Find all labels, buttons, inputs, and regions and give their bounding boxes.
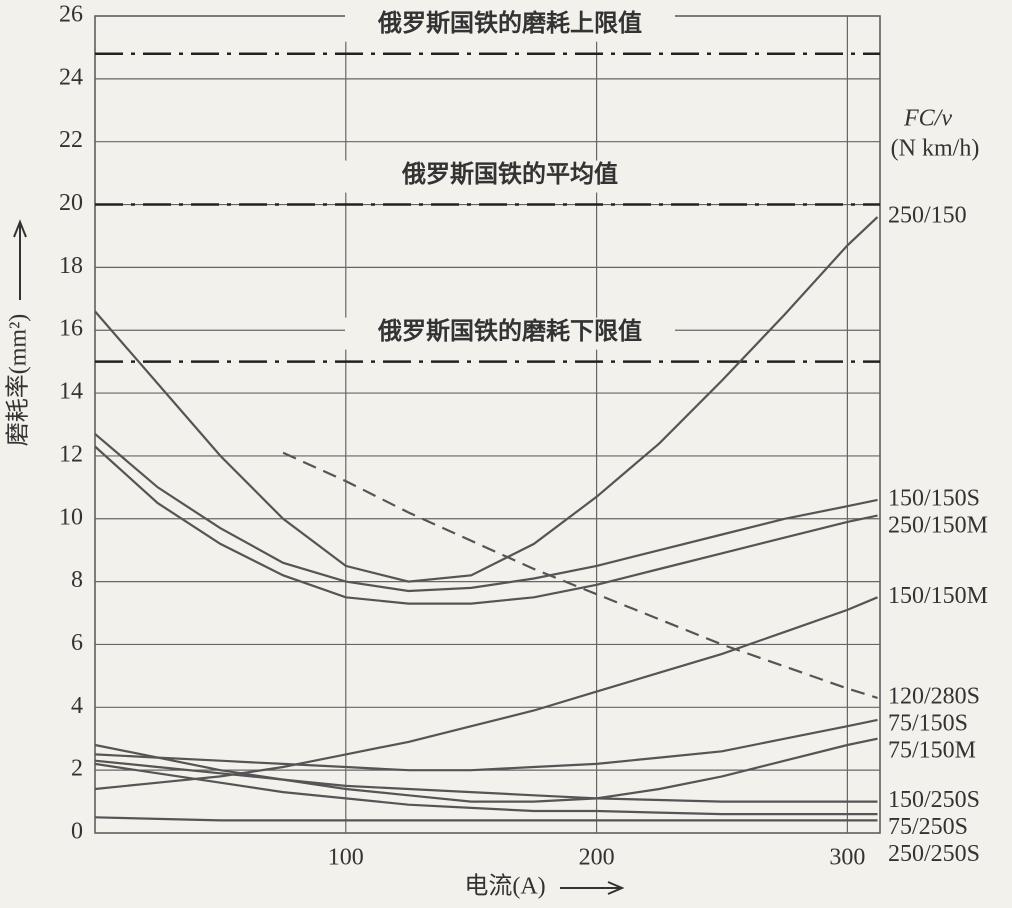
legend-label: 250/150M — [888, 512, 988, 538]
y-tick-label: 20 — [59, 190, 83, 216]
legend-label: 75/150M — [888, 737, 976, 763]
series-line — [94, 445, 878, 605]
series-line — [282, 451, 878, 699]
x-tick-label: 200 — [579, 845, 615, 871]
series-line — [94, 759, 878, 803]
reference-label-bg — [345, 9, 675, 42]
y-tick-label: 24 — [59, 64, 83, 90]
y-tick-label: 12 — [59, 441, 83, 467]
legend-label: 75/150S — [888, 710, 968, 736]
series-line — [94, 718, 878, 772]
x-tick-label: 100 — [328, 845, 364, 871]
y-tick-label: 0 — [71, 819, 83, 845]
y-tick-label: 22 — [59, 127, 83, 153]
y-tick-label: 18 — [59, 253, 83, 279]
legend-label: 150/150M — [888, 583, 988, 609]
y-arrow — [13, 219, 27, 300]
reference-label: 俄罗斯国铁的平均值 — [401, 160, 618, 188]
reference-label: 俄罗斯国铁的磨耗下限值 — [377, 317, 642, 345]
series-line — [94, 816, 878, 822]
reference-label: 俄罗斯国铁的磨耗上限值 — [377, 9, 642, 37]
legend-label: 250/250S — [888, 841, 980, 867]
y-tick-label: 8 — [71, 567, 83, 593]
legend-label: 120/280S — [888, 683, 980, 709]
series-line — [94, 216, 879, 583]
y-tick-label: 26 — [59, 2, 83, 28]
reference-label-bg — [345, 160, 675, 193]
legend-label: 150/150S — [888, 485, 980, 511]
y-tick-label: 2 — [71, 756, 83, 782]
reference-label-bg — [345, 317, 675, 350]
legend-label: 250/150 — [888, 203, 967, 229]
series-line — [94, 737, 878, 803]
legend-label: 75/250S — [888, 814, 968, 840]
legend-label: 150/250S — [888, 787, 980, 813]
legend-unit: (N km/h) — [891, 136, 980, 162]
y-tick-label: 4 — [71, 693, 83, 719]
x-axis-label: 电流(A) — [464, 873, 545, 900]
y-tick-label: 14 — [59, 379, 83, 405]
x-tick-label: 300 — [829, 845, 865, 871]
x-arrow — [560, 881, 625, 895]
y-tick-label: 16 — [59, 316, 83, 342]
legend-title: FC/v — [903, 106, 952, 132]
series-line — [94, 762, 878, 816]
y-axis-label: 磨耗率(mm²) — [5, 314, 32, 447]
y-tick-label: 6 — [71, 630, 83, 656]
y-tick-label: 10 — [59, 504, 83, 530]
series-line — [94, 433, 878, 593]
